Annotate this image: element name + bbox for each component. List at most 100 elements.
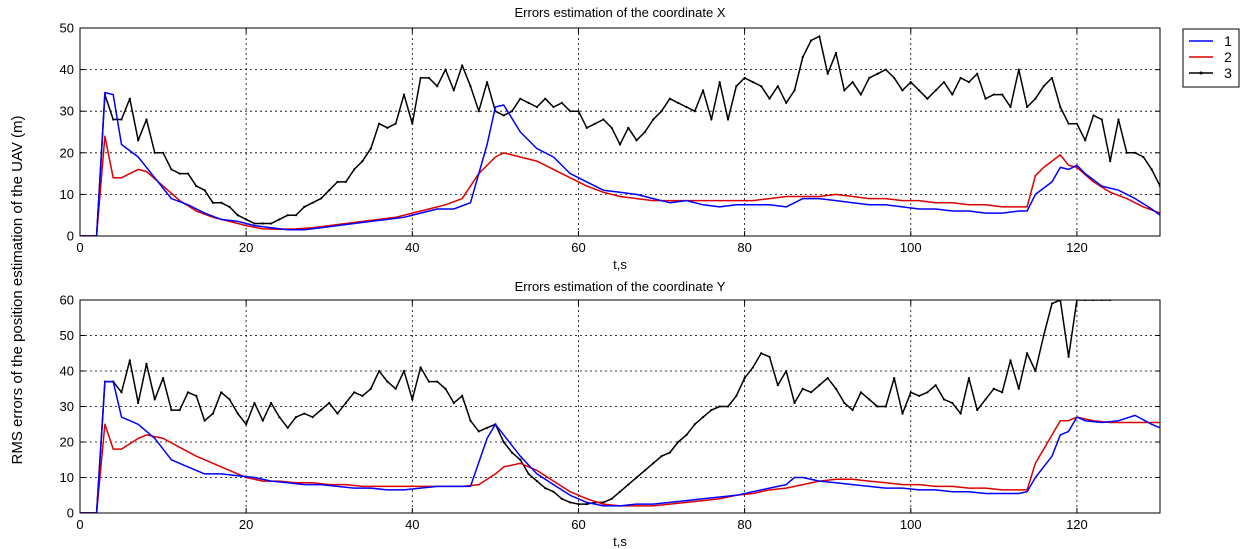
- series-point-3: [693, 110, 696, 113]
- series-point-3: [818, 35, 821, 38]
- series-point-3: [452, 89, 455, 92]
- series-point-3: [452, 401, 455, 405]
- plot-area: [80, 28, 1160, 236]
- series-point-3: [834, 387, 838, 390]
- series-point-3: [510, 110, 514, 113]
- series-point-3: [1100, 118, 1103, 121]
- series-point-3: [959, 76, 962, 80]
- series-point-3: [926, 97, 929, 100]
- series-point-3: [926, 391, 929, 394]
- series-point-3: [328, 189, 331, 192]
- series-line-1: [80, 380, 1160, 513]
- y-tick-label: 30: [60, 399, 74, 414]
- series-point-3: [411, 122, 414, 125]
- series-point-3: [585, 503, 588, 506]
- series-point-3: [186, 391, 190, 394]
- series-point-3: [610, 497, 613, 500]
- series-point-3: [976, 408, 979, 412]
- series-point-3: [1001, 93, 1004, 96]
- series-point-3: [569, 110, 572, 113]
- series-point-3: [386, 380, 389, 383]
- series-point-3: [552, 490, 555, 493]
- series-point-3: [402, 369, 406, 373]
- series-point-3: [726, 405, 730, 408]
- series-point-3: [768, 97, 771, 100]
- series-point-3: [627, 126, 630, 129]
- x-tick-label: 80: [737, 517, 751, 532]
- series-point-3: [801, 56, 804, 59]
- series-line-2: [80, 416, 1160, 513]
- series-point-3: [170, 168, 173, 171]
- series-point-3: [278, 416, 281, 419]
- series-point-3: [976, 72, 979, 75]
- y-tick-label: 30: [60, 104, 74, 119]
- series-point-3: [1092, 114, 1095, 117]
- series-point-3: [369, 147, 372, 150]
- y-tick-label: 40: [60, 364, 74, 379]
- x-tick-label: 60: [571, 517, 585, 532]
- series-point-3: [859, 391, 863, 394]
- series-point-3: [909, 80, 912, 84]
- series-point-3: [934, 384, 937, 387]
- series-point-3: [660, 455, 663, 458]
- chart-title-x: Errors estimation of the coordinate X: [515, 5, 726, 20]
- series-point-3: [294, 214, 298, 217]
- series-point-3: [668, 451, 671, 454]
- ticks-bottom: 0 20 40 60 80 100 120 0 10 20 30 40 50 60: [60, 293, 1160, 532]
- series-point-3: [353, 168, 356, 171]
- series-point-3: [635, 139, 638, 142]
- grid-bottom: [80, 300, 1160, 513]
- series-point-3: [419, 76, 422, 80]
- series-point-3: [901, 412, 904, 415]
- series-point-3: [261, 222, 264, 225]
- y-tick-label: 10: [60, 187, 74, 202]
- series-point-3: [303, 412, 306, 415]
- series-point-3: [876, 72, 879, 75]
- series-point-3: [153, 151, 156, 154]
- legend: 123: [1182, 28, 1240, 88]
- series-point-3: [743, 377, 746, 380]
- series-point-3: [635, 476, 638, 479]
- series-point-3: [618, 143, 622, 146]
- series-point-3: [992, 93, 995, 96]
- x-tick-label: 100: [900, 517, 922, 532]
- series-point-3: [909, 391, 912, 394]
- series-point-3: [353, 391, 356, 394]
- y-tick-label: 0: [67, 229, 74, 244]
- series-point-3: [560, 497, 563, 500]
- series-point-3: [776, 85, 779, 88]
- series-point-3: [627, 483, 630, 486]
- series-point-3: [178, 408, 181, 412]
- series-point-3: [602, 501, 605, 504]
- series-point-3: [519, 458, 522, 461]
- series-point-3: [751, 366, 755, 369]
- series-point-3: [1059, 105, 1062, 109]
- series-lines-bottom: [80, 300, 1160, 513]
- series-point-3: [967, 80, 971, 84]
- series-point-3: [1142, 155, 1145, 159]
- series-point-3: [785, 101, 788, 104]
- series-point-3: [1084, 139, 1087, 142]
- series-point-3: [253, 401, 256, 405]
- series-point-3: [186, 172, 190, 175]
- series-point-3: [203, 189, 206, 192]
- series-point-3: [1125, 151, 1128, 154]
- series-point-3: [1001, 391, 1004, 394]
- series-point-3: [793, 401, 796, 405]
- series-point-3: [868, 398, 871, 401]
- series-point-3: [851, 80, 854, 84]
- series-point-3: [261, 419, 264, 422]
- series-point-3: [735, 394, 738, 397]
- series-point-3: [485, 80, 489, 84]
- series-point-3: [311, 416, 314, 419]
- series-point-3: [818, 384, 821, 387]
- axes-y-coordinate: Errors estimation of the coordinate Y t,…: [60, 279, 1161, 549]
- x-tick-label: 20: [239, 517, 253, 532]
- series-point-3: [236, 412, 239, 415]
- series-point-3: [884, 68, 887, 71]
- series-point-3: [951, 93, 954, 96]
- series-point-3: [710, 408, 713, 412]
- series-point-3: [145, 362, 148, 365]
- series-point-3: [652, 118, 655, 121]
- series-line-3: [80, 35, 1160, 236]
